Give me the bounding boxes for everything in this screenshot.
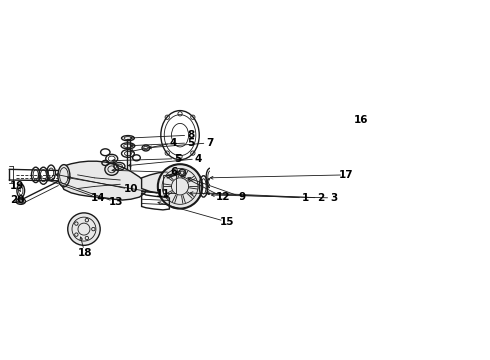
Text: 2: 2 — [318, 193, 324, 203]
Text: 7: 7 — [206, 138, 214, 148]
Text: 15: 15 — [220, 217, 234, 227]
Circle shape — [158, 164, 202, 208]
Text: 18: 18 — [77, 248, 92, 258]
Text: 17: 17 — [339, 170, 354, 180]
Polygon shape — [142, 172, 167, 193]
Text: 12: 12 — [216, 192, 230, 202]
Text: 5: 5 — [187, 138, 195, 148]
Text: 4: 4 — [195, 154, 202, 164]
Text: 19: 19 — [10, 181, 24, 190]
Circle shape — [68, 213, 100, 245]
Polygon shape — [61, 161, 147, 200]
Text: 5: 5 — [174, 154, 181, 164]
Text: 13: 13 — [109, 197, 123, 207]
Text: 6: 6 — [170, 167, 177, 177]
Text: 14: 14 — [91, 193, 105, 203]
Text: 3: 3 — [330, 193, 338, 203]
Text: 1: 1 — [302, 193, 309, 203]
Text: 9: 9 — [239, 192, 245, 202]
Text: 8: 8 — [187, 130, 195, 140]
Text: 16: 16 — [354, 115, 369, 125]
Text: 10: 10 — [123, 184, 138, 194]
Text: 20: 20 — [10, 195, 24, 206]
Text: 11: 11 — [156, 189, 170, 199]
Ellipse shape — [58, 165, 70, 187]
Text: 4: 4 — [170, 138, 177, 148]
